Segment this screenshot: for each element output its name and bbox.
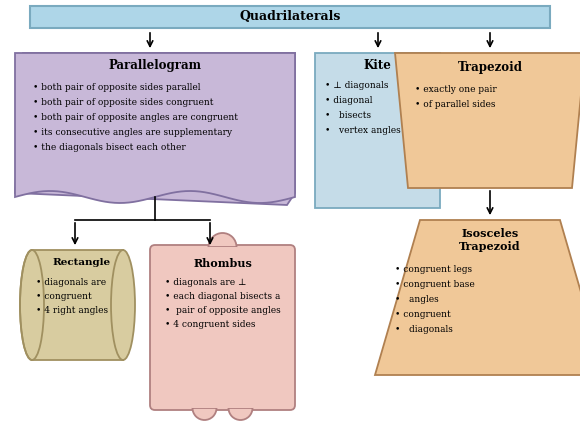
Text: • congruent: • congruent — [395, 310, 451, 319]
Text: •   angles: • angles — [395, 295, 438, 304]
Text: • congruent base: • congruent base — [395, 280, 475, 289]
Text: Quadrilaterals: Quadrilaterals — [240, 10, 340, 23]
Polygon shape — [161, 405, 284, 408]
Text: • ⊥ diagonals: • ⊥ diagonals — [325, 81, 389, 90]
Text: •   diagonals: • diagonals — [395, 325, 453, 334]
Text: • of parallel sides: • of parallel sides — [415, 100, 495, 109]
FancyBboxPatch shape — [150, 245, 295, 410]
Text: Trapezoid: Trapezoid — [458, 61, 523, 74]
Text: • 4 congruent sides: • 4 congruent sides — [165, 320, 256, 329]
Text: •   vertex angles: • vertex angles — [325, 126, 401, 135]
Text: Kite: Kite — [364, 59, 392, 72]
Text: •  pair of opposite angles: • pair of opposite angles — [165, 306, 281, 315]
Text: • its consecutive angles are supplementary: • its consecutive angles are supplementa… — [33, 128, 232, 137]
Text: • both pair of opposite angles are congruent: • both pair of opposite angles are congr… — [33, 113, 238, 122]
Text: •   bisects: • bisects — [325, 111, 371, 120]
Text: • both pair of opposite sides parallel: • both pair of opposite sides parallel — [33, 83, 201, 92]
Text: • each diagonal bisects a: • each diagonal bisects a — [165, 292, 280, 301]
Text: • 4 right angles: • 4 right angles — [36, 306, 108, 315]
Text: Rectangle: Rectangle — [52, 258, 111, 267]
Wedge shape — [229, 408, 252, 420]
Text: • diagonal: • diagonal — [325, 96, 372, 105]
Text: Parallelogram: Parallelogram — [108, 59, 201, 72]
Wedge shape — [193, 408, 216, 420]
Polygon shape — [315, 53, 440, 208]
Text: • the diagonals bisect each other: • the diagonals bisect each other — [33, 143, 186, 152]
Text: • diagonals are ⊥: • diagonals are ⊥ — [165, 278, 246, 287]
Ellipse shape — [20, 250, 44, 360]
Polygon shape — [395, 53, 580, 188]
Text: • diagonals are: • diagonals are — [36, 278, 106, 287]
Text: Isosceles
Trapezoid: Isosceles Trapezoid — [459, 228, 521, 252]
Text: • exactly one pair: • exactly one pair — [415, 85, 496, 94]
Text: • both pair of opposite sides congruent: • both pair of opposite sides congruent — [33, 98, 213, 107]
Polygon shape — [32, 250, 123, 360]
Text: Rhombus: Rhombus — [193, 258, 252, 269]
Polygon shape — [15, 53, 295, 205]
Polygon shape — [375, 220, 580, 375]
Polygon shape — [161, 247, 284, 250]
Text: • congruent legs: • congruent legs — [395, 265, 472, 274]
Polygon shape — [30, 6, 550, 28]
Ellipse shape — [111, 250, 135, 360]
Polygon shape — [15, 53, 295, 203]
Text: • congruent: • congruent — [36, 292, 92, 301]
Wedge shape — [208, 233, 237, 247]
